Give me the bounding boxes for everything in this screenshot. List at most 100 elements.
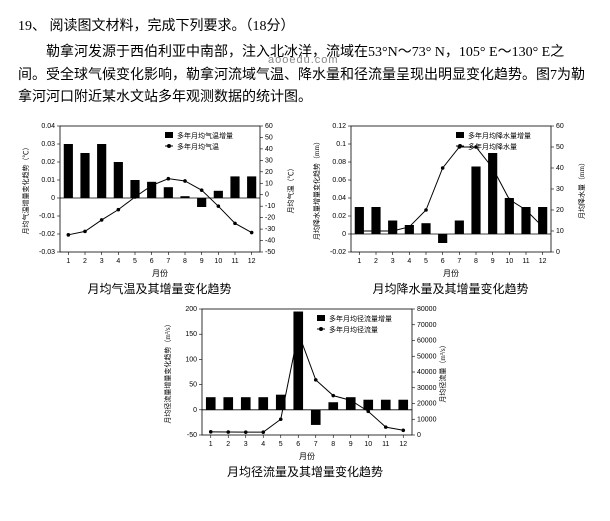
svg-text:0: 0 xyxy=(265,191,269,198)
svg-text:10000: 10000 xyxy=(417,416,437,423)
svg-text:100: 100 xyxy=(185,356,197,363)
svg-text:7: 7 xyxy=(457,258,461,265)
svg-text:50: 50 xyxy=(189,381,197,388)
svg-text:30: 30 xyxy=(265,157,273,164)
svg-text:-50: -50 xyxy=(265,249,275,256)
svg-text:10: 10 xyxy=(556,228,564,235)
svg-text:月均气温增量变化趋势（℃）: 月均气温增量变化趋势（℃） xyxy=(21,143,30,234)
svg-text:6: 6 xyxy=(296,441,300,448)
question-paragraph: 勒拿河发源于西伯利亚中南部，注入北冰洋，流域在53°N～73° N，105° E… xyxy=(18,42,592,109)
svg-text:-50: -50 xyxy=(187,432,197,439)
svg-text:12: 12 xyxy=(248,258,256,265)
svg-text:多年月均气温: 多年月均气温 xyxy=(177,142,219,151)
svg-text:6: 6 xyxy=(150,258,154,265)
svg-text:7: 7 xyxy=(314,441,318,448)
svg-text:9: 9 xyxy=(491,258,495,265)
svg-text:40: 40 xyxy=(556,165,564,172)
svg-text:0: 0 xyxy=(193,406,197,413)
svg-text:150: 150 xyxy=(185,331,197,338)
chart-runoff: -50 0 50 100 150 200 0 10000 20000 30000 40000 5000… xyxy=(160,301,450,480)
question-header: 19、 阅读图文材料，完成下列要求。（18分） xyxy=(18,16,592,38)
svg-text:月份: 月份 xyxy=(299,451,315,461)
svg-text:多年月均径流量: 多年月均径流量 xyxy=(329,325,378,334)
svg-text:30000: 30000 xyxy=(417,384,437,391)
charts-bottom-row: -50 0 50 100 150 200 0 10000 20000 30000 40000 5000… xyxy=(18,301,592,480)
svg-text:10: 10 xyxy=(214,258,222,265)
svg-text:1: 1 xyxy=(66,258,70,265)
svg-text:200: 200 xyxy=(185,306,197,313)
svg-text:-20: -20 xyxy=(265,214,275,221)
svg-text:-40: -40 xyxy=(265,237,275,244)
svg-text:8: 8 xyxy=(474,258,478,265)
svg-text:11: 11 xyxy=(382,441,389,448)
svg-text:10: 10 xyxy=(505,258,513,265)
svg-text:20: 20 xyxy=(265,168,273,175)
svg-text:20: 20 xyxy=(556,207,564,214)
svg-text:9: 9 xyxy=(200,258,204,265)
svg-text:7: 7 xyxy=(166,258,170,265)
svg-text:1: 1 xyxy=(209,441,213,448)
svg-text:8: 8 xyxy=(331,441,335,448)
svg-text:10: 10 xyxy=(364,441,372,448)
svg-text:20000: 20000 xyxy=(417,400,437,407)
svg-text:40000: 40000 xyxy=(417,369,437,376)
svg-text:50: 50 xyxy=(265,134,273,141)
svg-text:80000: 80000 xyxy=(417,306,437,313)
svg-text:0.03: 0.03 xyxy=(41,141,55,148)
svg-text:2: 2 xyxy=(374,258,378,265)
svg-text:30: 30 xyxy=(556,186,564,193)
question-number: 19、 xyxy=(18,19,46,34)
svg-text:-0.02: -0.02 xyxy=(39,231,55,238)
svg-text:50: 50 xyxy=(556,144,564,151)
svg-text:0.1: 0.1 xyxy=(336,141,346,148)
svg-text:0.02: 0.02 xyxy=(41,159,55,166)
svg-text:11: 11 xyxy=(522,258,529,265)
svg-text:70000: 70000 xyxy=(417,321,437,328)
svg-text:-0.02: -0.02 xyxy=(330,249,346,256)
svg-text:4: 4 xyxy=(407,258,411,265)
svg-text:月均降水量增量变化趋势（mm）: 月均降水量增量变化趋势（mm） xyxy=(312,138,321,240)
svg-text:12: 12 xyxy=(399,441,407,448)
svg-text:0.12: 0.12 xyxy=(332,123,346,130)
svg-text:60: 60 xyxy=(265,123,273,130)
svg-text:8: 8 xyxy=(183,258,187,265)
svg-text:月均径流量（m³/s）: 月均径流量（m³/s） xyxy=(438,341,447,402)
svg-text:4: 4 xyxy=(261,441,265,448)
svg-text:9: 9 xyxy=(349,441,353,448)
svg-text:10: 10 xyxy=(265,180,273,187)
svg-text:0: 0 xyxy=(51,195,55,202)
svg-text:2: 2 xyxy=(226,441,230,448)
svg-text:2: 2 xyxy=(83,258,87,265)
svg-text:-10: -10 xyxy=(265,203,275,210)
svg-text:12: 12 xyxy=(539,258,547,265)
svg-text:3: 3 xyxy=(100,258,104,265)
svg-text:多年月均径流量增量: 多年月均径流量增量 xyxy=(329,314,392,323)
svg-text:月均气温（℃）: 月均气温（℃） xyxy=(286,164,295,213)
svg-text:5: 5 xyxy=(133,258,137,265)
svg-text:60000: 60000 xyxy=(417,337,437,344)
svg-text:6: 6 xyxy=(441,258,445,265)
svg-text:0.08: 0.08 xyxy=(332,159,346,166)
svg-text:0.02: 0.02 xyxy=(332,213,346,220)
svg-text:多年月均降水量: 多年月均降水量 xyxy=(468,142,517,151)
svg-text:0: 0 xyxy=(556,249,560,256)
svg-text:-30: -30 xyxy=(265,226,275,233)
svg-text:11: 11 xyxy=(231,258,238,265)
svg-text:月均降水量（mm）: 月均降水量（mm） xyxy=(577,159,586,219)
svg-text:多年月均气温增量: 多年月均气温增量 xyxy=(177,131,233,140)
svg-text:0.04: 0.04 xyxy=(41,123,55,130)
question-prompt: 阅读图文材料，完成下列要求。（18分） xyxy=(50,19,295,34)
chart-precipitation: -0.0200.020.040.060.080.10.1201020304050… xyxy=(309,118,592,297)
svg-text:多年月均降水量增量: 多年月均降水量增量 xyxy=(468,131,531,140)
chart-temperature: -0.03-0.02-0.0100.010.020.030.04-50-40-3… xyxy=(18,118,301,297)
svg-text:50000: 50000 xyxy=(417,353,437,360)
svg-text:60: 60 xyxy=(556,123,564,130)
charts-top-row: -0.03-0.02-0.0100.010.020.030.04-50-40-3… xyxy=(18,118,592,297)
chart3-caption: 月均径流量及其增量变化趋势 xyxy=(160,463,450,480)
svg-text:4: 4 xyxy=(116,258,120,265)
chart1-caption: 月均气温及其增量变化趋势 xyxy=(18,280,301,297)
svg-text:1: 1 xyxy=(357,258,361,265)
svg-text:-0.01: -0.01 xyxy=(39,213,55,220)
svg-text:5: 5 xyxy=(424,258,428,265)
svg-text:0: 0 xyxy=(417,432,421,439)
